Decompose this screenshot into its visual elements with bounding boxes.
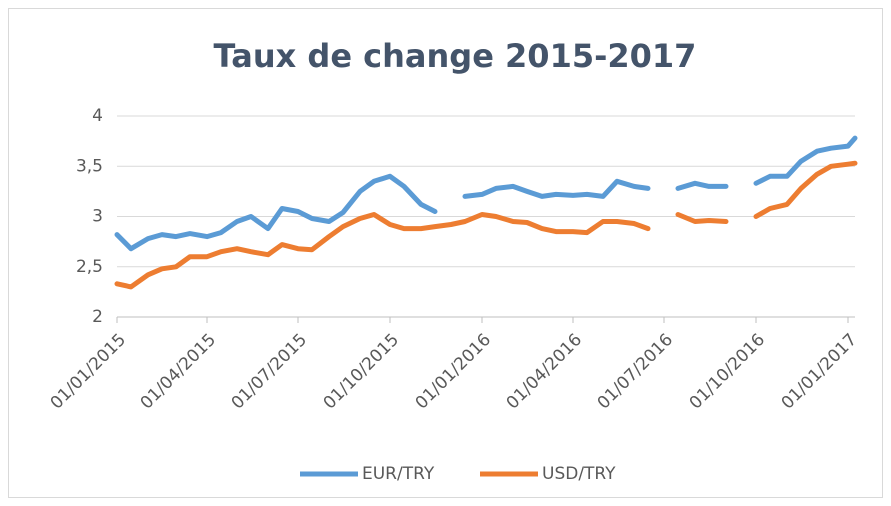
legend-label: EUR/TRY <box>362 464 435 484</box>
y-tick-label: 4 <box>92 106 103 126</box>
legend-label: USD/TRY <box>542 464 616 484</box>
y-tick-label: 3 <box>92 207 103 227</box>
series-line <box>114 135 858 252</box>
chart-frame <box>8 8 883 498</box>
chart-title: Taux de change 2015-2017 <box>214 37 697 75</box>
series-line <box>114 160 858 290</box>
y-tick-label: 2,5 <box>76 257 103 277</box>
y-tick-label: 2 <box>92 307 103 327</box>
y-tick-label: 3,5 <box>76 156 103 176</box>
